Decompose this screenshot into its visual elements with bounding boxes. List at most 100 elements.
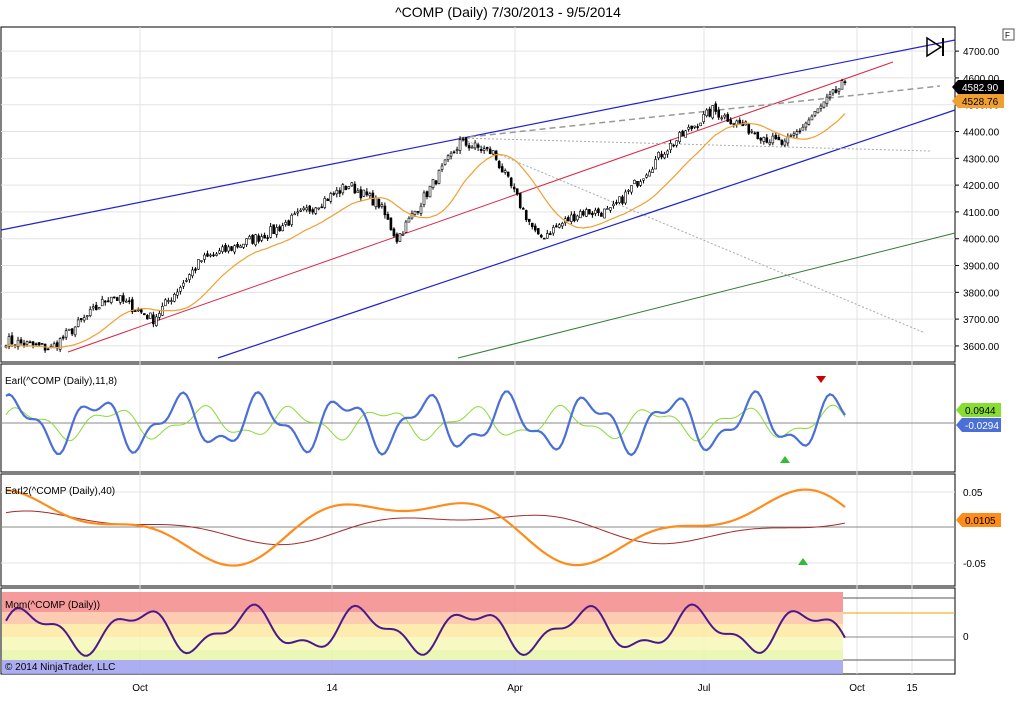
candle-body (305, 207, 309, 211)
candle-body (356, 190, 360, 193)
candle-body (257, 235, 260, 242)
candle-body (106, 300, 110, 303)
price-tick-label: 4100.00 (963, 208, 1000, 219)
candle-body (666, 150, 669, 155)
time-axis: Oct 14 Apr Jul Oct 15 (132, 683, 918, 694)
candle-body (127, 300, 131, 303)
candle-body (118, 295, 122, 303)
price-tick-label: 4200.00 (963, 181, 1000, 192)
candle-body (461, 138, 465, 141)
candle-body (254, 234, 257, 246)
ma-value-tag: 4528.76 (952, 94, 1004, 108)
candle-body (497, 161, 501, 168)
earl-signal-tag: 0.0944 (956, 403, 1001, 417)
candle-body (582, 211, 585, 216)
candle-body (521, 208, 525, 210)
price-tick-label: 4300.00 (963, 154, 1000, 165)
candle-body (218, 250, 221, 254)
candle-body (149, 312, 152, 319)
candle-body (539, 234, 543, 238)
candle-body (140, 309, 143, 313)
candle-body (524, 210, 528, 221)
candle-body (215, 253, 218, 256)
candle-body (446, 155, 450, 161)
candle-body (780, 139, 784, 145)
candle-body (533, 225, 537, 231)
f-button[interactable]: F (1002, 28, 1015, 41)
candle-body (131, 299, 134, 313)
candle-body (717, 109, 720, 118)
candle-body (606, 208, 609, 210)
candle-body (31, 341, 35, 346)
candle-body (512, 186, 516, 190)
candle-body (699, 122, 702, 126)
earl-down-marker (816, 376, 826, 383)
candle-body (167, 300, 170, 302)
candle-body (669, 143, 672, 151)
candle-body (173, 294, 176, 302)
candle-body (362, 189, 366, 197)
candle-body (332, 193, 336, 195)
upper-channel-line (0, 39, 956, 231)
candle-body (398, 233, 402, 242)
candle-body (591, 212, 594, 216)
candle-body (368, 193, 372, 197)
candle-body (329, 193, 333, 202)
candle-body (353, 183, 357, 194)
candle-body (422, 192, 426, 205)
candle-body (542, 237, 546, 240)
earl-panel-frame (0, 363, 956, 473)
candle-body (488, 148, 492, 155)
candle-body (548, 233, 552, 235)
candle-body (359, 189, 363, 199)
candle-body (94, 304, 98, 311)
candle-body (687, 126, 690, 130)
candle-body (729, 119, 733, 125)
candle-body (663, 153, 666, 159)
candle-body (377, 198, 381, 208)
candle-body (269, 226, 272, 238)
candle-body (612, 203, 615, 207)
candle-body (404, 221, 408, 233)
earl2-panel-frame (0, 473, 956, 587)
mom-bands (2, 592, 955, 674)
x-tick-label: 15 (906, 683, 918, 694)
candle-body (413, 210, 417, 215)
candle-body (389, 217, 393, 230)
candle-body (810, 115, 814, 121)
candle-body (470, 146, 474, 149)
candle-body (143, 313, 146, 316)
candle-body (837, 88, 841, 92)
candle-body (672, 144, 675, 147)
candle-body (311, 209, 315, 213)
candle-body (579, 211, 582, 219)
earl-up-marker (780, 456, 790, 463)
earl2-tick-hi: 0.05 (963, 488, 983, 499)
candle-body (425, 191, 429, 198)
candle-body (64, 330, 68, 338)
candle-body (711, 105, 714, 119)
candle-body (720, 117, 724, 120)
candle-body (798, 130, 802, 133)
candle-body (70, 328, 74, 335)
candle-body (437, 169, 441, 184)
candle-body (774, 134, 778, 140)
candle-body (25, 341, 29, 345)
candle-body (636, 181, 639, 187)
x-tick-label: Jul (698, 683, 711, 694)
candle-body (278, 226, 281, 232)
candle-body (188, 274, 191, 280)
candle-body (365, 191, 369, 196)
scroll-to-end-icon[interactable] (926, 36, 944, 58)
candle-body (209, 254, 212, 257)
grid-lines (1, 27, 955, 674)
candle-body (630, 185, 633, 193)
candle-body (212, 254, 215, 257)
candle-body (648, 171, 651, 177)
candle-body (121, 295, 125, 302)
candle-body (452, 151, 456, 154)
price-tick-label: 3800.00 (963, 288, 1000, 299)
gray-fan-line-lower (459, 137, 926, 334)
earl-label: Earl(^COMP (Daily),11,8) (5, 376, 117, 387)
